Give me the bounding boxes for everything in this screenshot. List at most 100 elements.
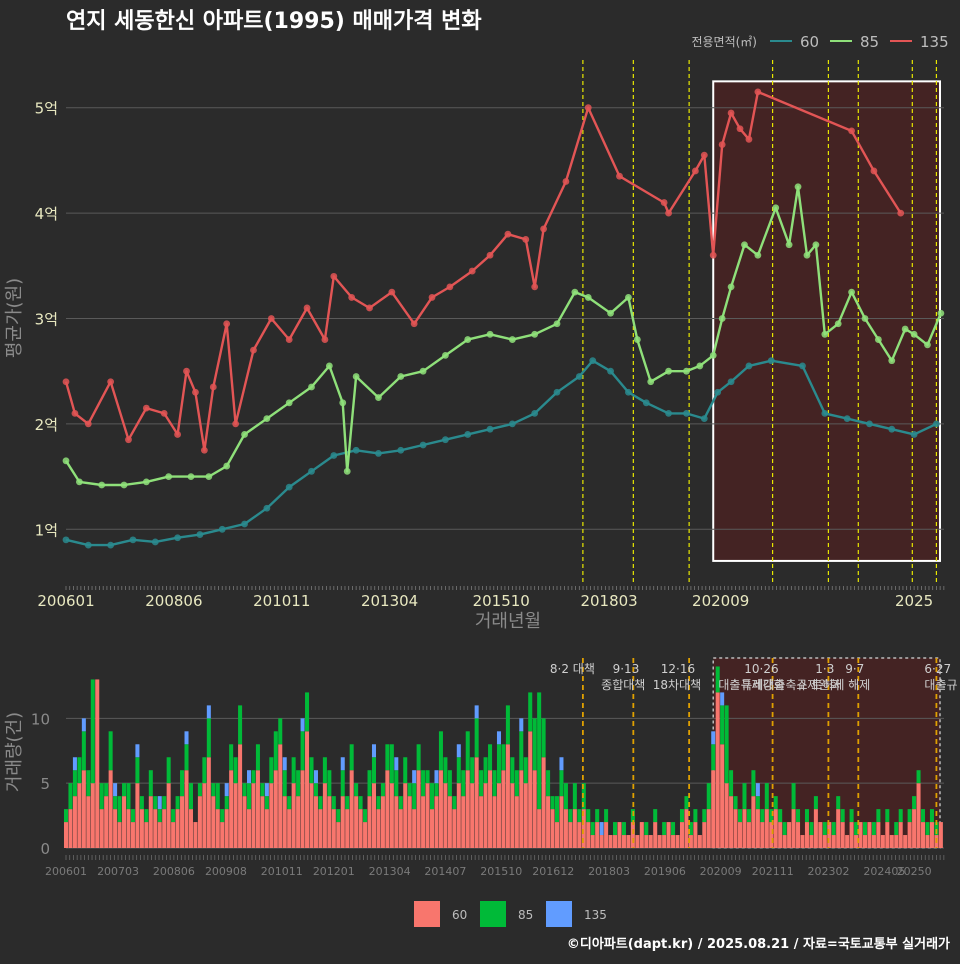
- price-point-135: [267, 315, 275, 322]
- volume-bar-135: [81, 718, 86, 732]
- price-point-60: [397, 446, 405, 454]
- footer-credit: ©디아파트(dapt.kr) / 2025.08.21 / 자료=국토교통부 실…: [567, 936, 950, 952]
- volume-bar-85: [340, 770, 345, 797]
- volume-bar-85: [688, 822, 693, 836]
- volume-bar-135: [224, 783, 229, 797]
- volume-bar-135: [135, 744, 140, 758]
- price-point-85: [821, 330, 829, 338]
- volume-bar-85: [711, 744, 716, 771]
- volume-bar-85: [349, 744, 354, 771]
- volume-bar-60: [523, 783, 528, 848]
- volume-bar-60: [496, 783, 501, 848]
- volume-bar-60: [443, 783, 448, 848]
- price-point-60: [700, 415, 708, 423]
- volume-bar-60: [671, 835, 676, 848]
- volume-bar-60: [554, 822, 560, 848]
- price-point-60: [607, 367, 614, 375]
- volume-bar-60: [733, 809, 738, 848]
- volume-bar-60: [639, 822, 644, 848]
- volume-bar-85: [782, 822, 787, 836]
- volume-bar-60: [247, 809, 252, 848]
- price-y-tick-label: 3억: [35, 311, 58, 329]
- volume-bar-60: [224, 809, 229, 848]
- volume-bar-60: [550, 809, 555, 848]
- volume-bar-85: [358, 796, 363, 810]
- price-y-axis-label: 평균가(원): [4, 278, 25, 358]
- volume-bar-60: [130, 822, 135, 848]
- price-y-tick-label: 4억: [35, 205, 58, 223]
- volume-bar-85: [590, 822, 595, 836]
- volume-bar-85: [242, 783, 247, 797]
- volume-bar-60: [206, 757, 211, 848]
- volume-bar-60: [488, 770, 493, 848]
- volume-bar-60: [148, 796, 153, 848]
- price-point-135: [446, 283, 454, 291]
- volume-bar-60: [809, 835, 814, 848]
- volume-bar-60: [403, 783, 408, 848]
- volume-x-tick-label: 200703: [97, 865, 139, 878]
- price-point-60: [910, 431, 918, 438]
- volume-bar-85: [282, 770, 287, 797]
- volume-bar-85: [220, 809, 225, 823]
- volume-bar-85: [104, 783, 109, 797]
- volume-bar-60: [778, 822, 783, 848]
- volume-bar-85: [742, 783, 747, 810]
- price-point-60: [767, 357, 775, 365]
- price-point-135: [531, 283, 539, 291]
- volume-bar-60: [166, 783, 171, 848]
- price-point-60: [62, 536, 70, 544]
- price-point-85: [665, 367, 672, 375]
- volume-bar-85: [421, 770, 426, 797]
- volume-bar-60: [180, 796, 185, 848]
- volume-bar-85: [876, 809, 881, 823]
- price-point-60: [531, 409, 539, 417]
- price-point-85: [709, 351, 717, 359]
- price-point-85: [142, 478, 150, 486]
- volume-annotation-label: 18차대책: [653, 677, 701, 692]
- volume-bar-85: [233, 757, 238, 784]
- volume-bar-85: [313, 783, 318, 797]
- volume-bar-60: [528, 731, 533, 848]
- volume-bar-60: [604, 822, 609, 848]
- price-point-60: [285, 483, 293, 491]
- volume-bar-85: [135, 757, 140, 784]
- volume-bar-60: [541, 757, 546, 848]
- volume-bar-60: [175, 809, 180, 848]
- volume-bar-85: [912, 796, 917, 810]
- price-point-135: [250, 346, 257, 354]
- price-point-60: [330, 452, 338, 459]
- volume-bar-60: [738, 822, 743, 848]
- volume-bar-60: [184, 770, 189, 848]
- volume-bar-85: [483, 757, 488, 784]
- volume-bar-60: [340, 796, 345, 848]
- price-point-85: [633, 336, 641, 343]
- volume-bar-60: [568, 822, 573, 848]
- price-series-line-60: [65, 359, 937, 547]
- volume-bar-60: [577, 822, 582, 848]
- volume-bar-85: [345, 796, 350, 810]
- price-point-60: [888, 425, 896, 433]
- volume-bar-60: [68, 809, 73, 848]
- volume-bar-60: [416, 770, 421, 848]
- volume-bar-135: [247, 770, 252, 784]
- volume-bar-60: [559, 796, 564, 848]
- volume-bar-60: [398, 809, 403, 848]
- volume-bar-60: [845, 835, 850, 848]
- volume-bar-60: [862, 835, 868, 848]
- volume-bar-85: [702, 809, 707, 823]
- volume-x-tick-label: 200601: [45, 865, 87, 878]
- volume-bar-60: [608, 835, 613, 848]
- volume-bar-60: [300, 770, 305, 848]
- price-point-85: [343, 467, 351, 475]
- volume-bar-135: [599, 822, 604, 836]
- volume-bar-60: [760, 822, 765, 848]
- volume-bar-135: [157, 796, 162, 810]
- volume-bar-60: [171, 822, 176, 848]
- price-point-60: [843, 415, 851, 423]
- price-point-135: [736, 125, 744, 133]
- price-point-135: [330, 272, 338, 280]
- price-point-60: [714, 388, 722, 396]
- price-point-60: [308, 467, 315, 475]
- volume-bar-60: [77, 783, 82, 848]
- volume-bar-85: [733, 796, 738, 810]
